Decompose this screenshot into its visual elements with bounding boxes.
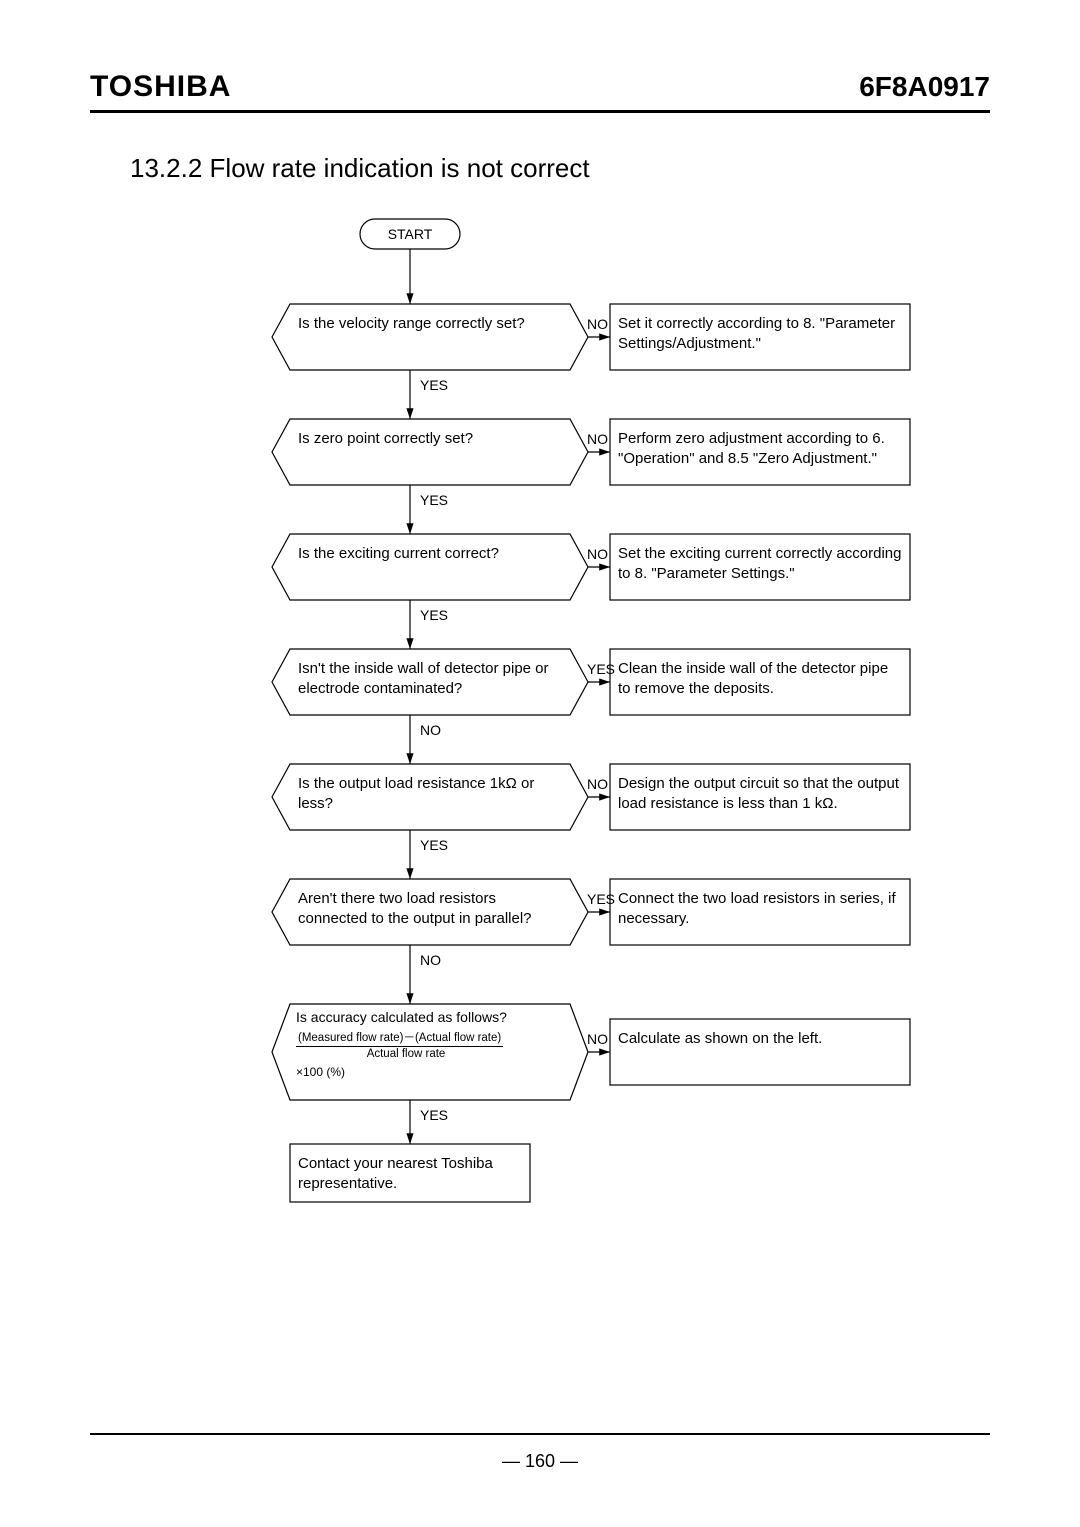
svg-text:NO: NO — [587, 431, 608, 447]
page-header: TOSHIBA 6F8A0917 — [90, 70, 990, 113]
flowchart-svg: STARTIs the velocity range correctly set… — [90, 214, 990, 1334]
brand-logo: TOSHIBA — [90, 70, 231, 104]
section-title: 13.2.2 Flow rate indication is not corre… — [130, 153, 990, 184]
svg-text:YES: YES — [420, 837, 448, 853]
svg-text:YES: YES — [587, 661, 615, 677]
svg-text:NO: NO — [587, 1031, 608, 1047]
section-heading: Flow rate indication is not correct — [210, 153, 590, 183]
svg-text:NO: NO — [420, 722, 441, 738]
section-number: 13.2.2 — [130, 153, 202, 183]
page-number: — 160 — — [502, 1451, 578, 1471]
svg-text:NO: NO — [587, 776, 608, 792]
svg-text:NO: NO — [587, 546, 608, 562]
svg-text:YES: YES — [587, 891, 615, 907]
svg-text:NO: NO — [587, 316, 608, 332]
svg-text:YES: YES — [420, 607, 448, 623]
document-number: 6F8A0917 — [859, 71, 990, 103]
svg-text:NO: NO — [420, 952, 441, 968]
svg-text:YES: YES — [420, 492, 448, 508]
svg-text:YES: YES — [420, 377, 448, 393]
flowchart: STARTIs the velocity range correctly set… — [90, 214, 990, 1334]
svg-text:YES: YES — [420, 1107, 448, 1123]
page-footer: — 160 — — [90, 1433, 990, 1472]
